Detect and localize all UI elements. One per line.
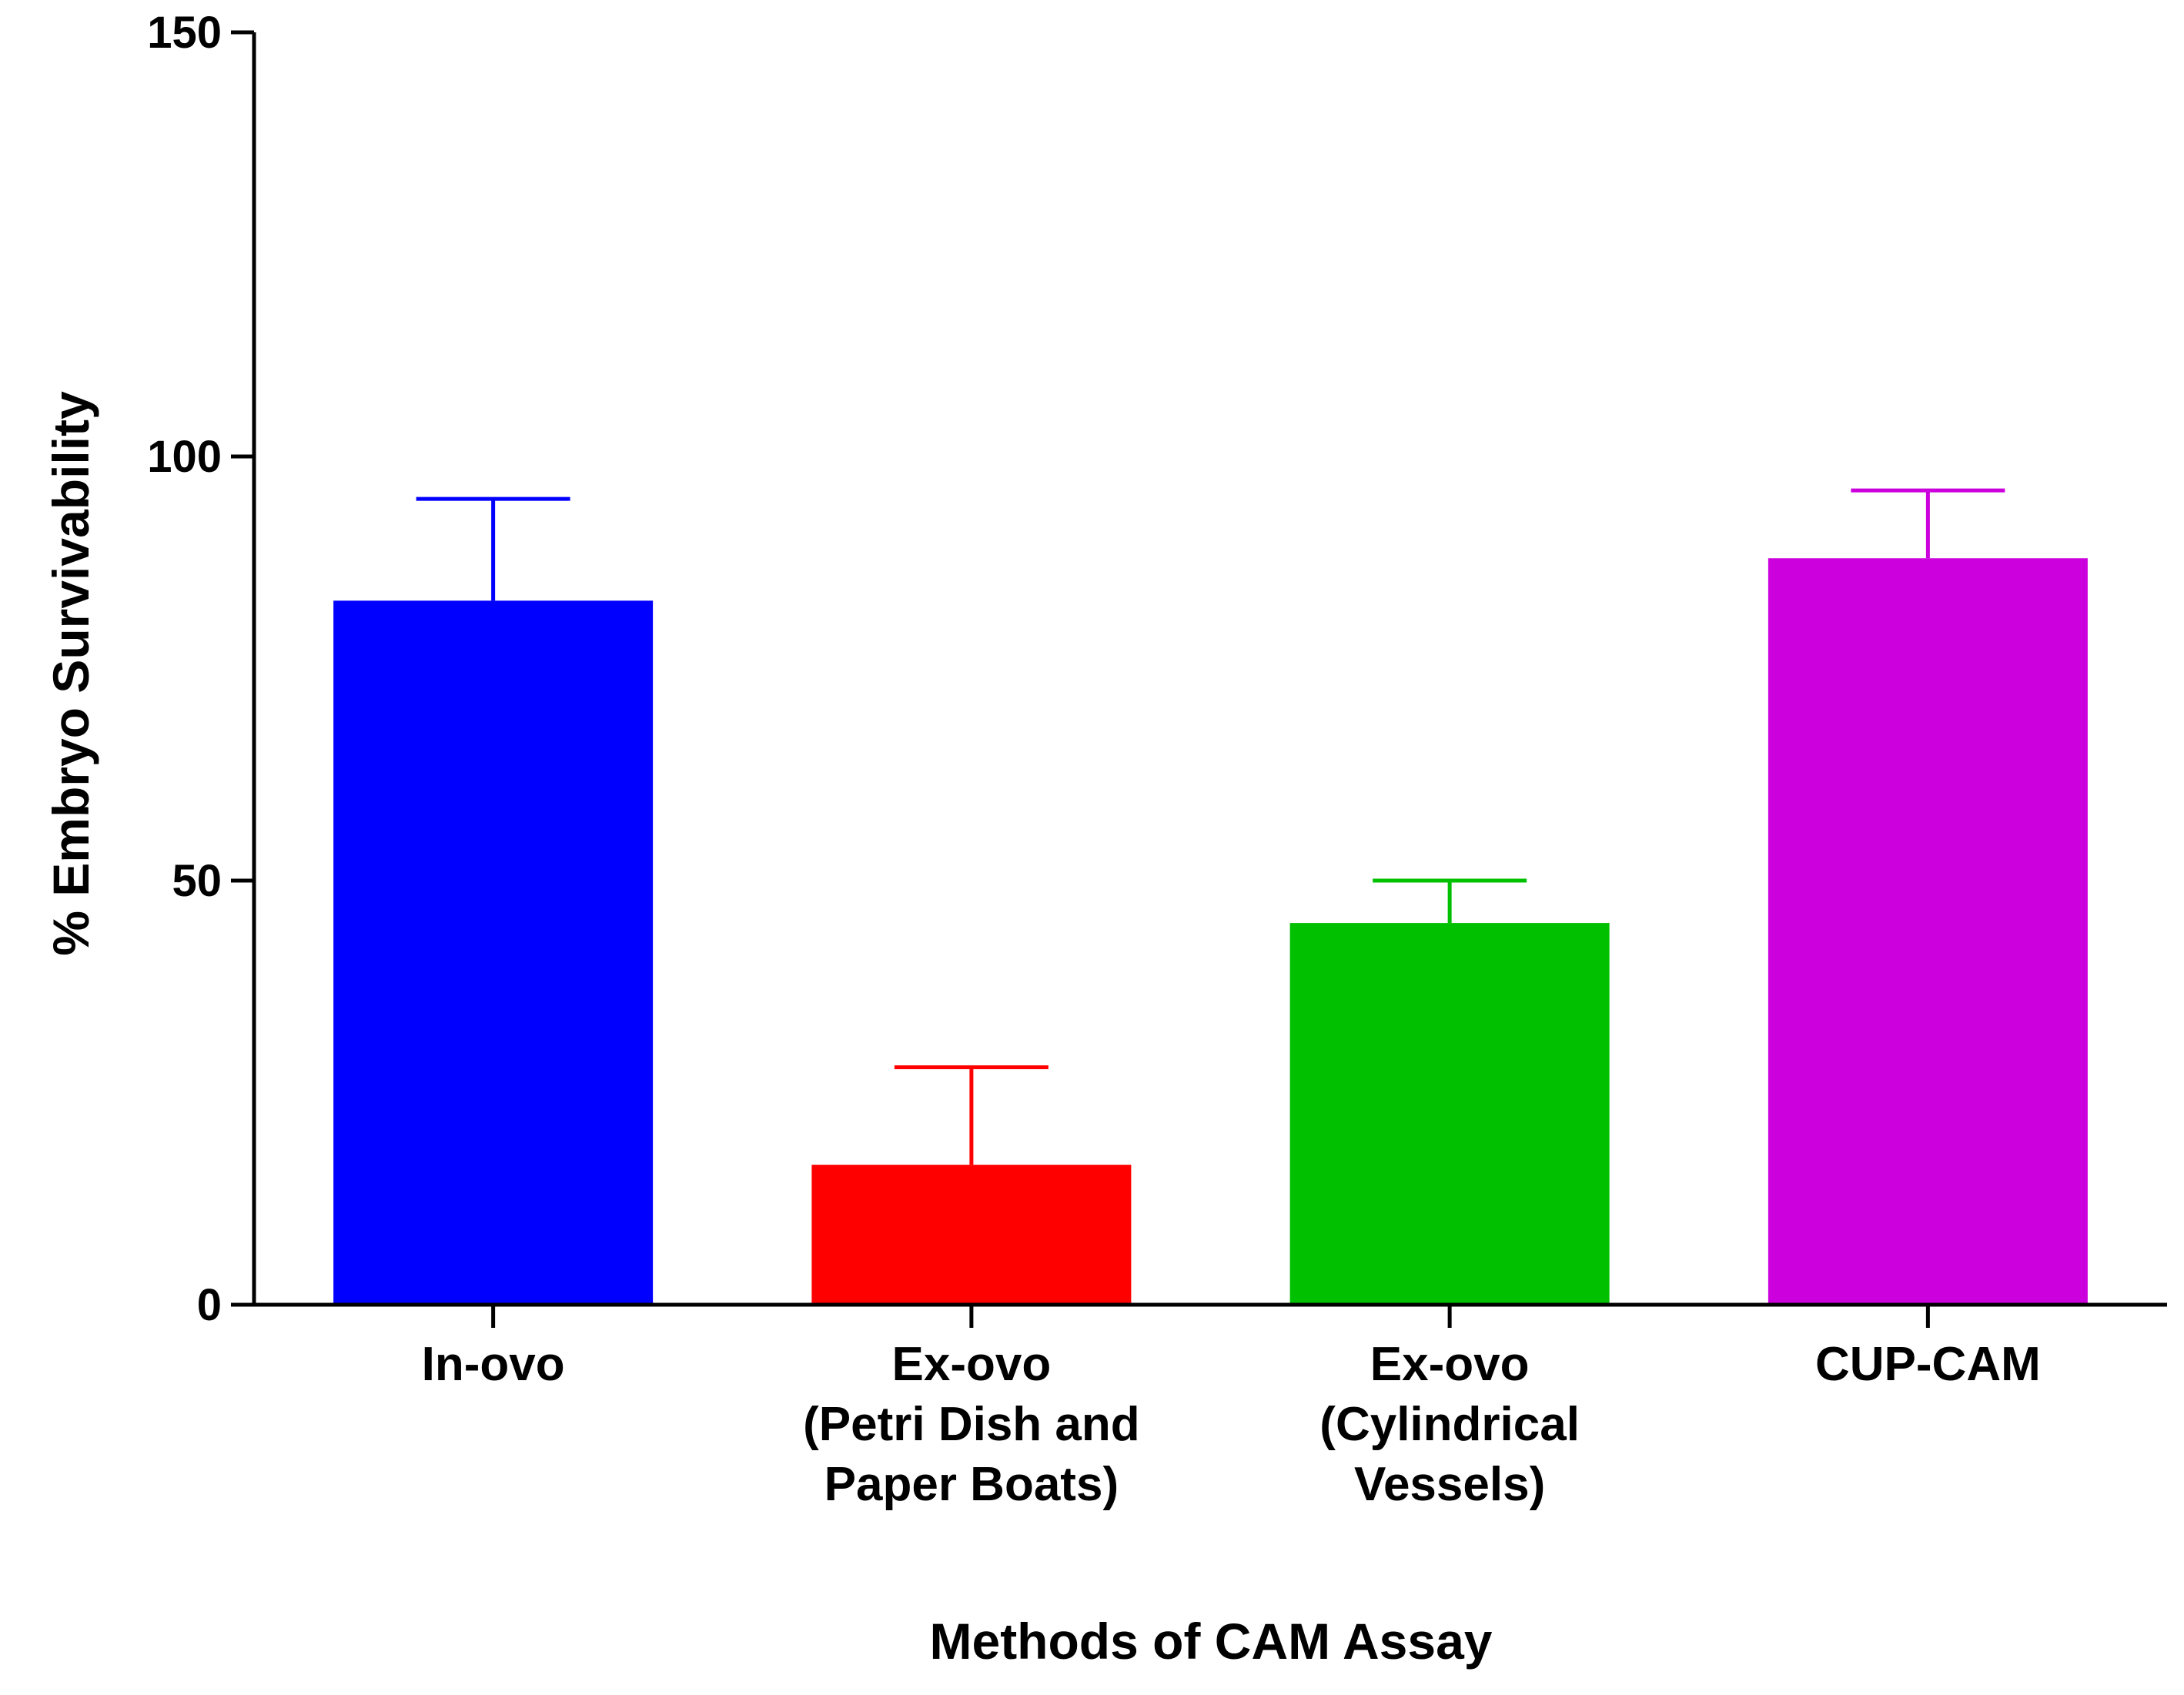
y-tick-label: 100 <box>147 432 222 482</box>
y-axis-title: % Embryo Survivability <box>42 391 99 956</box>
x-category-label: Ex-ovo (Petri Dish and Paper Boats) <box>803 1338 1140 1511</box>
y-tick-label: 50 <box>172 856 222 906</box>
x-category-label: CUP-CAM <box>1815 1338 2041 1391</box>
bar <box>333 600 654 1305</box>
y-tick-label: 0 <box>197 1280 222 1330</box>
bars-layer <box>333 558 2088 1305</box>
bar <box>1289 923 1610 1305</box>
x-category-label-line: Paper Boats) <box>824 1458 1119 1511</box>
x-category-label: In-ovo <box>422 1338 565 1391</box>
x-category-label-line: In-ovo <box>422 1338 565 1391</box>
bar <box>811 1165 1132 1305</box>
category-labels-layer: In-ovo Ex-ovo (Petri Dish and Paper Boats)E… <box>422 1338 2041 1511</box>
x-category-label: Ex-ovo (Cylindrical Vessels) <box>1319 1338 1580 1511</box>
ticks-layer: 0 50 100 150 <box>147 8 1930 1330</box>
bar <box>1768 558 2088 1305</box>
x-category-label-line: (Petri Dish and <box>803 1398 1140 1451</box>
y-tick-label: 150 <box>147 8 222 58</box>
x-category-label-line: CUP-CAM <box>1815 1338 2041 1391</box>
x-category-label-line: Ex-ovo <box>1370 1338 1530 1391</box>
x-category-label-line: (Cylindrical <box>1319 1398 1580 1451</box>
x-category-label-line: Ex-ovo <box>892 1338 1052 1391</box>
x-category-label-line: Vessels) <box>1354 1458 1545 1511</box>
error-bars-layer <box>416 488 2005 1165</box>
x-axis-title: Methods of CAM Assay <box>930 1613 1493 1670</box>
axes-layer <box>252 32 2167 1307</box>
